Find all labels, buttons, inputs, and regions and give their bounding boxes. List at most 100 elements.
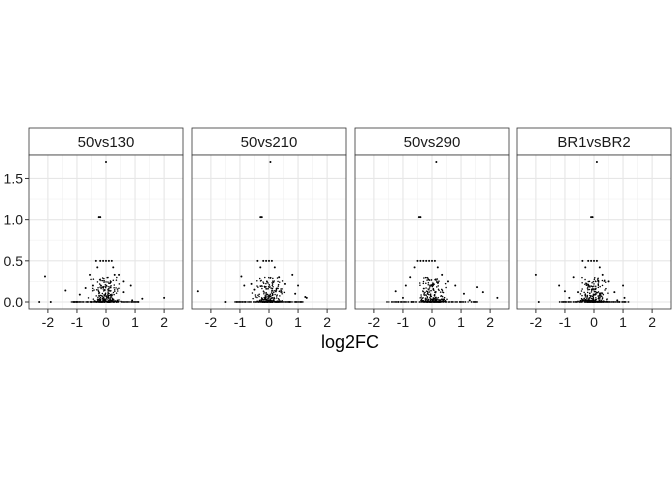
data-point xyxy=(583,301,585,303)
data-point xyxy=(300,301,303,303)
data-point xyxy=(64,289,67,292)
data-point xyxy=(258,299,261,302)
data-point xyxy=(266,281,268,283)
data-point xyxy=(82,301,85,303)
data-point xyxy=(597,286,600,289)
data-point xyxy=(388,301,390,303)
data-point xyxy=(416,259,419,262)
data-point xyxy=(598,293,601,295)
data-point xyxy=(425,259,428,262)
data-point xyxy=(440,295,442,297)
data-point xyxy=(105,161,107,163)
data-point xyxy=(422,287,425,290)
data-point xyxy=(115,279,118,281)
data-point xyxy=(106,296,108,299)
data-point xyxy=(394,301,396,303)
data-point xyxy=(438,280,440,282)
data-point xyxy=(429,298,432,300)
data-point xyxy=(114,299,116,302)
data-point xyxy=(428,287,431,289)
data-point xyxy=(163,296,166,299)
data-point xyxy=(100,284,102,287)
data-point xyxy=(102,288,105,290)
data-point xyxy=(95,295,97,297)
data-point xyxy=(270,259,273,262)
data-point xyxy=(433,259,436,262)
data-point xyxy=(402,301,405,303)
data-point xyxy=(253,301,255,303)
data-point xyxy=(435,298,438,301)
data-point xyxy=(589,294,591,297)
data-point xyxy=(257,286,259,288)
data-point xyxy=(278,281,281,283)
data-point xyxy=(116,299,119,302)
data-point xyxy=(398,301,400,303)
data-point xyxy=(441,295,444,298)
data-point xyxy=(113,273,116,276)
data-point xyxy=(104,284,107,286)
data-point xyxy=(118,273,121,276)
data-point xyxy=(114,290,116,292)
data-point xyxy=(272,281,275,283)
data-point xyxy=(401,296,404,299)
data-point xyxy=(269,286,271,288)
data-point xyxy=(75,301,77,303)
data-point xyxy=(92,301,94,303)
x-tick-label: -2 xyxy=(530,314,543,330)
data-point xyxy=(454,284,457,287)
data-point xyxy=(428,291,431,293)
data-point xyxy=(103,294,105,296)
data-point xyxy=(276,277,279,279)
data-point xyxy=(276,287,278,289)
data-point xyxy=(584,266,587,269)
data-point xyxy=(567,301,570,303)
data-point xyxy=(113,289,116,291)
data-point xyxy=(590,301,593,303)
data-point xyxy=(394,290,397,293)
data-point xyxy=(446,298,448,301)
data-point xyxy=(574,301,577,303)
data-point xyxy=(113,293,115,296)
data-point xyxy=(260,279,262,282)
data-point xyxy=(570,301,572,303)
data-point xyxy=(283,301,285,303)
data-point xyxy=(243,301,245,303)
data-point xyxy=(434,301,437,303)
data-point xyxy=(269,277,272,279)
data-point xyxy=(263,292,265,295)
data-point xyxy=(265,259,268,262)
data-point xyxy=(436,281,438,284)
facet-strip xyxy=(516,127,672,156)
data-point xyxy=(271,297,274,299)
data-point xyxy=(601,301,603,303)
data-point xyxy=(268,276,270,279)
data-point xyxy=(586,287,589,289)
data-point xyxy=(581,259,584,262)
data-point xyxy=(589,292,591,294)
data-point xyxy=(568,296,571,299)
data-point xyxy=(262,281,264,283)
data-point xyxy=(102,286,105,288)
data-point xyxy=(601,297,604,299)
data-point xyxy=(113,284,116,286)
data-point xyxy=(115,287,117,289)
data-point xyxy=(445,286,447,289)
data-point xyxy=(474,301,476,303)
data-point xyxy=(265,295,268,297)
data-point xyxy=(476,286,479,289)
x-tick-label: 1 xyxy=(294,314,302,330)
data-point xyxy=(107,259,110,262)
data-point xyxy=(286,301,289,303)
data-point xyxy=(441,273,444,276)
x-tick-label: 1 xyxy=(457,314,465,330)
data-point xyxy=(104,286,107,289)
data-point xyxy=(294,292,297,295)
data-point xyxy=(251,292,254,294)
data-point xyxy=(496,296,499,299)
data-point xyxy=(433,301,435,303)
facet-panels: 50vs130 -2 -1 0 1 2 50vs210 -2 -1 0 1 2 50vs290 -2 -1 0… xyxy=(28,127,672,330)
data-point xyxy=(108,285,110,288)
data-point xyxy=(261,301,263,303)
data-point xyxy=(112,291,115,294)
data-point xyxy=(534,273,537,276)
